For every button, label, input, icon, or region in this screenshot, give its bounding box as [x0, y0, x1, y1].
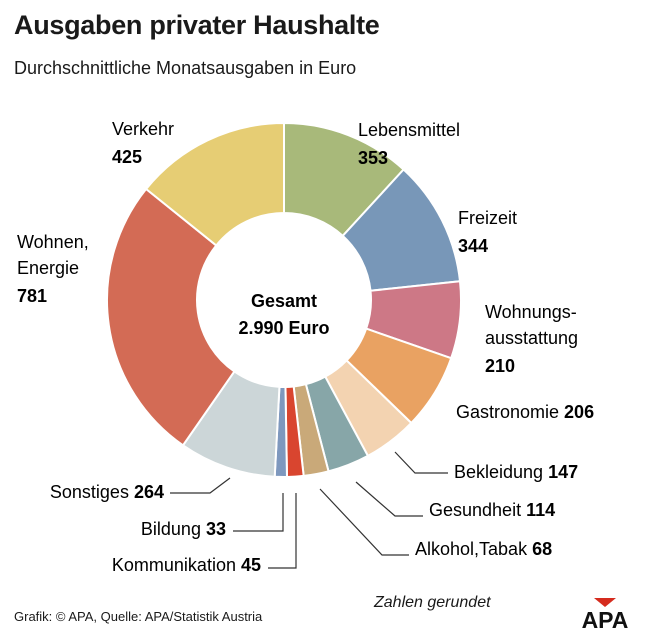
- slice-label-value: 781: [17, 286, 47, 306]
- slice-label: Sonstiges 264: [50, 482, 164, 502]
- apa-logo: APA: [582, 598, 629, 630]
- leader-line: [355, 481, 423, 517]
- leader-line: [394, 451, 448, 474]
- chart-subtitle: Durchschnittliche Monatsausgaben in Euro: [14, 58, 357, 78]
- slice-label: Freizeit 344: [458, 208, 517, 256]
- slice-label-name: Wohnungs-: [485, 302, 577, 322]
- slice-label-name: Wohnen,: [17, 232, 89, 252]
- leader-line: [170, 477, 231, 494]
- slice-label: Kommunikation 45: [112, 555, 261, 575]
- slice-label-value: 68: [532, 539, 552, 559]
- slice-label-name: Energie: [17, 258, 79, 278]
- leader-line: [319, 488, 409, 556]
- slice-label-name: Gesundheit: [429, 500, 526, 520]
- leader-lines: [170, 451, 448, 569]
- slice-label-name: Verkehr: [112, 119, 174, 139]
- slice-label-value: 33: [206, 519, 226, 539]
- slice-verkehr: [144, 121, 285, 247]
- slice-label-name: Bildung: [141, 519, 206, 539]
- source-credit: Grafik: © APA, Quelle: APA/Statistik Aus…: [14, 609, 263, 624]
- slice-label: Wohnungs-ausstattung 210: [485, 302, 578, 376]
- slice-label: Gesundheit 114: [429, 500, 555, 520]
- slice-label-value: 147: [548, 462, 578, 482]
- slice-label: Lebensmittel 353: [358, 120, 460, 168]
- slice-label-name: Sonstiges: [50, 482, 134, 502]
- slice-label: Verkehr 425: [112, 119, 174, 167]
- slice-label: Bekleidung 147: [454, 462, 578, 482]
- slice-label-name: Lebensmittel: [358, 120, 460, 140]
- slice-label: Alkohol,Tabak 68: [415, 539, 552, 559]
- leader-line: [233, 493, 284, 532]
- slice-label-value: 264: [134, 482, 164, 502]
- slice-label-name: Freizeit: [458, 208, 517, 228]
- center-total-label: Gesamt: [251, 291, 317, 311]
- slice-label: Bildung 33: [141, 519, 226, 539]
- chart-title: Ausgaben privater Haushalte: [14, 10, 380, 40]
- slice-label-name: Bekleidung: [454, 462, 548, 482]
- slice-label-value: 206: [564, 402, 594, 422]
- slice-label-value: 114: [526, 500, 555, 520]
- slice-label: Gastronomie 206: [456, 402, 594, 422]
- leader-line: [268, 493, 297, 569]
- slice-label-name: ausstattung: [485, 328, 578, 348]
- slice-label-name: Kommunikation: [112, 555, 241, 575]
- slice-label: Wohnen, Energie 781: [17, 232, 89, 306]
- apa-logo-text: APA: [582, 607, 629, 630]
- donut-slices: [106, 121, 462, 478]
- slice-label-value: 45: [241, 555, 261, 575]
- slice-wohnen-energie: [106, 187, 236, 447]
- center-total-value: 2.990 Euro: [238, 318, 329, 338]
- slice-label-value: 353: [358, 148, 388, 168]
- slice-label-name: Gastronomie: [456, 402, 564, 422]
- slice-label-value: 344: [458, 236, 488, 256]
- rounding-note: Zahlen gerundet: [374, 594, 491, 611]
- slice-label-value: 425: [112, 147, 142, 167]
- slice-label-name: Alkohol,Tabak: [415, 539, 532, 559]
- slice-label-value: 210: [485, 356, 515, 376]
- slice-labels: Lebensmittel 353 Freizeit 344 Wohnungs-ausst…: [17, 119, 594, 575]
